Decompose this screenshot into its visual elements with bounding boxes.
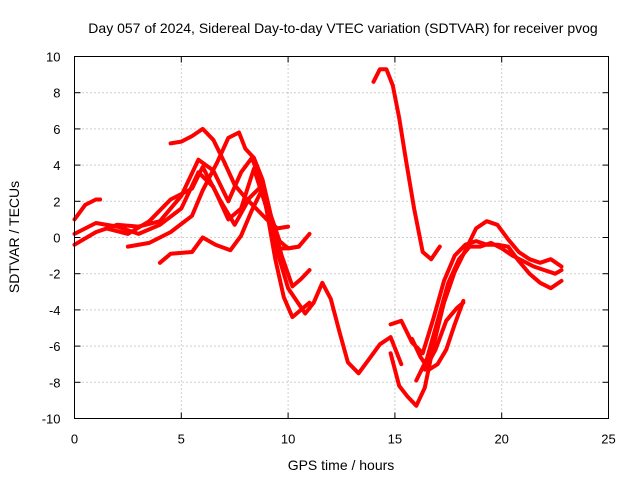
y-tick-label: 6 (53, 122, 60, 137)
series-line-8 (371, 67, 442, 262)
y-tick-label: -6 (49, 339, 61, 354)
series-line-10 (388, 239, 564, 356)
series-line-9 (388, 219, 564, 408)
grid (74, 56, 609, 419)
series-line-12 (422, 300, 466, 372)
series-line-2 (72, 166, 404, 376)
x-tick-label: 10 (281, 432, 295, 447)
x-tick-label: 5 (178, 432, 185, 447)
y-tick-label: -8 (49, 375, 61, 390)
y-axis: -10 -8 -6 -4 -2 0 2 4 6 8 10 (42, 50, 609, 427)
series-line-6 (168, 126, 291, 231)
x-tick-label: 15 (388, 432, 402, 447)
y-tick-label: -10 (42, 412, 61, 427)
series-group (72, 67, 564, 408)
chart-title: Day 057 of 2024, Sidereal Day-to-day VTE… (88, 20, 597, 36)
y-tick-label: 10 (46, 50, 60, 65)
series-line-13 (410, 298, 466, 372)
series-line-7 (72, 197, 103, 222)
series-line-11 (414, 240, 564, 383)
x-axis-title: GPS time / hours (288, 457, 395, 473)
x-tick-label: 20 (494, 432, 508, 447)
x-tick-label: 25 (601, 432, 615, 447)
y-tick-label: 8 (53, 86, 60, 101)
series-line-5 (157, 186, 301, 265)
series-line-3 (104, 164, 312, 289)
y-tick-label: 4 (53, 158, 60, 173)
y-tick-label: 0 (53, 231, 60, 246)
y-tick-label: -2 (49, 267, 61, 282)
x-axis: 0 5 10 15 20 25 (71, 56, 616, 447)
y-tick-label: 2 (53, 194, 60, 209)
y-tick-label: -4 (49, 303, 61, 318)
series-line-4 (125, 130, 312, 251)
x-tick-label: 0 (71, 432, 78, 447)
y-axis-title: SDTVAR / TECUs (6, 181, 22, 293)
